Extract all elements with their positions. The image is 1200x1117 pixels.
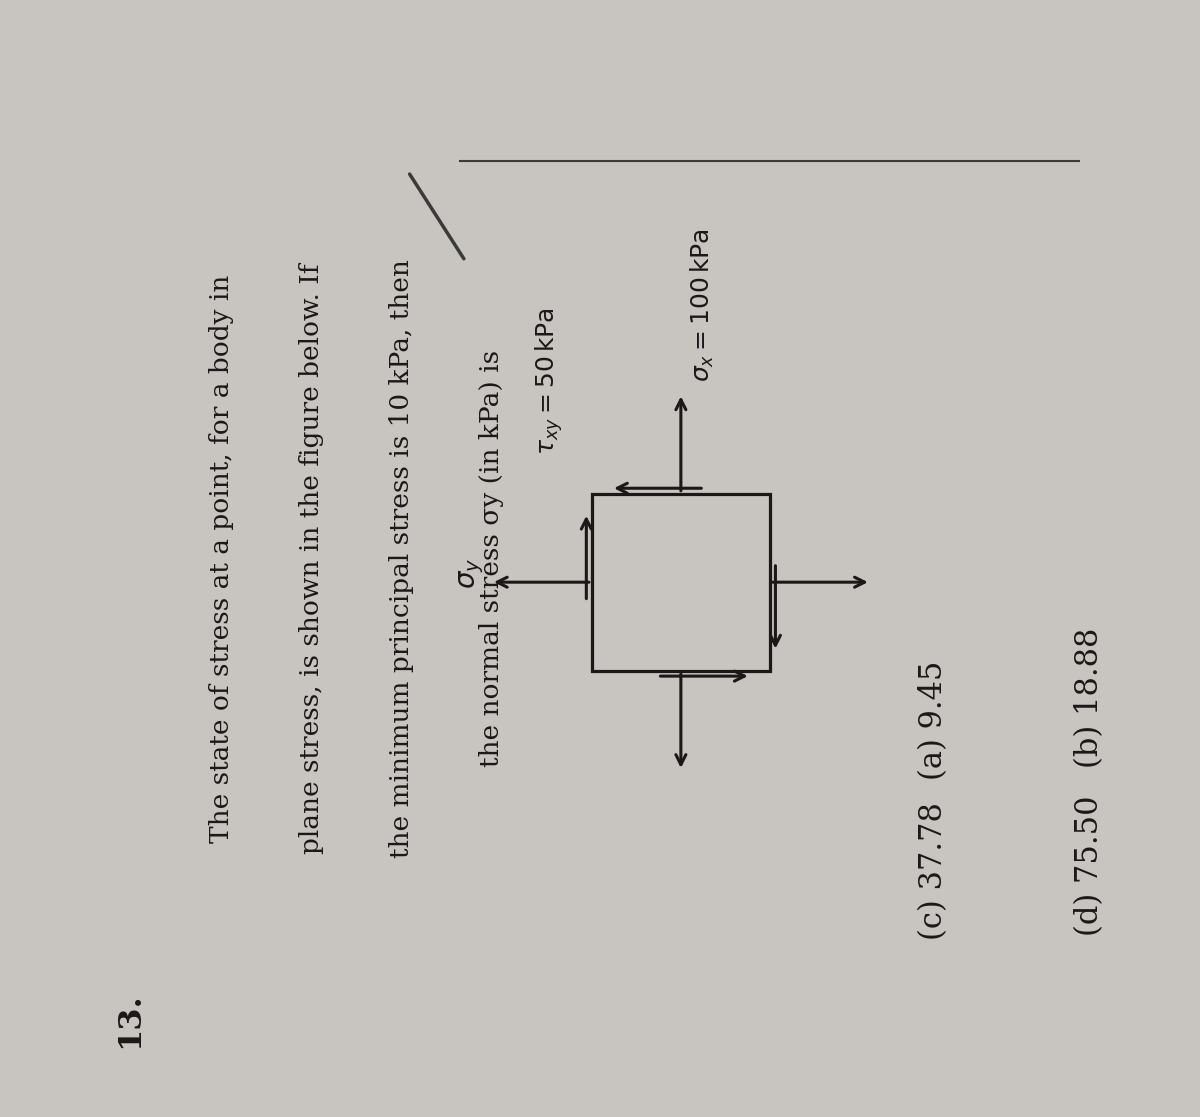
- Text: 13.: 13.: [114, 992, 145, 1048]
- Text: The state of stress at a point, for a body in: The state of stress at a point, for a bo…: [210, 275, 234, 842]
- Text: the normal stress σy (in kPa) is: the normal stress σy (in kPa) is: [480, 350, 504, 767]
- Text: (a) 9.45: (a) 9.45: [918, 661, 949, 780]
- Text: plane stress, is shown in the figure below. If: plane stress, is shown in the figure bel…: [300, 264, 324, 853]
- Text: (c) 37.78: (c) 37.78: [918, 802, 949, 941]
- Text: (d) 75.50: (d) 75.50: [1074, 795, 1105, 936]
- Text: $\tau_{xy} = 50\,\mathrm{kPa}$: $\tau_{xy} = 50\,\mathrm{kPa}$: [533, 307, 565, 455]
- Text: the minimum principal stress is 10 kPa, then: the minimum principal stress is 10 kPa, …: [390, 259, 414, 858]
- Text: (b) 18.88: (b) 18.88: [1074, 628, 1105, 768]
- Bar: [592, 494, 770, 670]
- Text: $\sigma_x = 100\,\mathrm{kPa}$: $\sigma_x = 100\,\mathrm{kPa}$: [689, 228, 716, 382]
- Text: $\sigma_y$: $\sigma_y$: [457, 557, 486, 589]
